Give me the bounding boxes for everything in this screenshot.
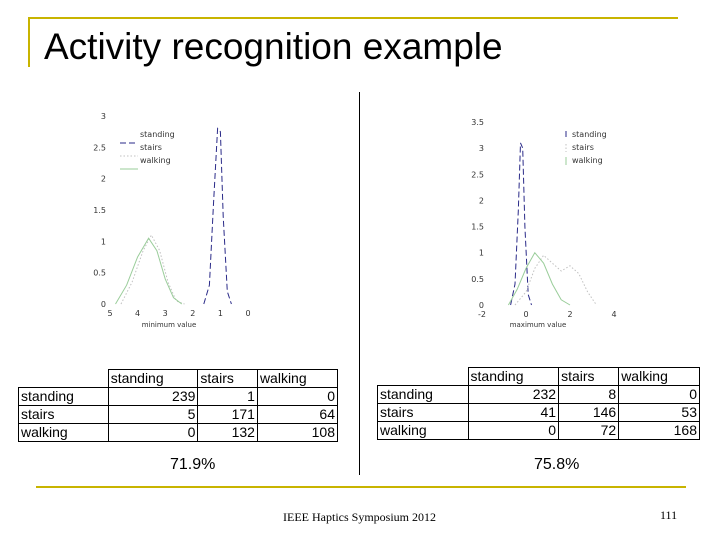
matrix-column-header: stairs [558, 367, 620, 386]
confusion-matrix-left: standing stairs walking standing 239 1 0… [18, 369, 339, 442]
matrix-cell: 146 [558, 403, 620, 422]
footer-text: IEEE Haptics Symposium 2012 [283, 510, 436, 524]
slide-frame-bottom [36, 486, 686, 488]
x-tick-label: 2 [567, 310, 572, 319]
y-tick-label: 2 [479, 196, 484, 205]
matrix-cell: 0 [618, 385, 700, 404]
series-line-walking [507, 251, 571, 306]
matrix-column-header: stairs [197, 369, 258, 388]
y-tick-label: 3 [479, 144, 484, 153]
y-tick-label: 2 [101, 175, 106, 184]
y-tick-label: 1.5 [93, 206, 106, 215]
matrix-corner [378, 368, 469, 386]
confusion-matrix-right: standing stairs walking standing 232 8 0… [377, 367, 700, 440]
matrix-column-header: walking [256, 369, 339, 388]
legend-label-walking: walking [572, 156, 603, 165]
x-tick-label: 5 [107, 309, 112, 318]
y-tick-label: 2.5 [93, 143, 106, 152]
matrix-cell: 5 [107, 405, 199, 424]
matrix-cell: 132 [197, 423, 258, 442]
matrix-cell: 8 [558, 385, 620, 404]
matrix-corner [19, 370, 109, 388]
matrix-row-header: stairs [18, 405, 109, 424]
x-tick-label: -2 [478, 310, 486, 319]
legend-label-stairs: stairs [140, 143, 162, 152]
matrix-cell: 1 [197, 387, 258, 406]
series-line-standing [203, 127, 232, 305]
series-line-standing [510, 142, 532, 306]
x-axis-label: maximum value [510, 321, 567, 329]
chart-minimum-value: 0 0.5 1 1.5 2 2.5 3 5 4 3 2 1 0 minimum value standing… [93, 112, 250, 329]
matrix-column-header: standing [107, 369, 199, 388]
y-tick-label: 0 [479, 301, 484, 310]
page-number: 111 [660, 508, 678, 522]
accuracy-right: 75.8% [534, 456, 580, 473]
series-line-stairs [120, 234, 185, 305]
slide-frame-top [28, 17, 678, 19]
y-tick-label: 1 [479, 249, 484, 258]
series-line-walking [115, 237, 183, 305]
x-tick-label: 4 [135, 309, 140, 318]
matrix-cell: 108 [256, 423, 339, 442]
matrix-row-header: walking [18, 423, 109, 442]
matrix-cell: 239 [107, 387, 199, 406]
matrix-row-header: standing [18, 387, 109, 406]
y-tick-label: 1 [101, 237, 106, 246]
matrix-cell: 41 [467, 403, 560, 422]
legend-label-walking: walking [140, 156, 171, 165]
matrix-row-header: stairs [377, 403, 469, 422]
matrix-cell: 0 [256, 387, 339, 406]
x-tick-label: 3 [163, 309, 168, 318]
x-tick-label: 4 [611, 310, 616, 319]
y-tick-label: 0.5 [93, 269, 106, 278]
matrix-cell: 53 [618, 403, 700, 422]
y-tick-label: 2.5 [471, 170, 484, 179]
matrix-cell: 232 [467, 385, 560, 404]
matrix-cell: 0 [107, 423, 199, 442]
x-tick-label: 1 [218, 309, 223, 318]
matrix-cell: 171 [197, 405, 258, 424]
matrix-cell: 0 [467, 421, 560, 440]
legend-label-standing: standing [140, 130, 175, 139]
center-divider [359, 92, 360, 475]
slide-frame-left [28, 17, 30, 67]
matrix-cell: 72 [558, 421, 620, 440]
matrix-column-header: standing [467, 367, 560, 386]
matrix-cell: 64 [256, 405, 339, 424]
matrix-row-header: standing [377, 385, 469, 404]
legend-label-standing: standing [572, 130, 607, 139]
y-tick-label: 0 [101, 300, 106, 309]
x-tick-label: 0 [523, 310, 528, 319]
y-tick-label: 3.5 [471, 118, 484, 127]
y-tick-label: 1.5 [471, 223, 484, 232]
accuracy-left: 71.9% [170, 456, 216, 473]
matrix-row-header: walking [377, 421, 469, 440]
x-tick-label: 2 [190, 309, 195, 318]
slide-title: Activity recognition example [44, 26, 503, 67]
x-axis-label: minimum value [142, 321, 197, 329]
matrix-cell: 168 [618, 421, 700, 440]
y-tick-label: 3 [101, 112, 106, 121]
y-tick-label: 0.5 [471, 275, 484, 284]
legend-label-stairs: stairs [572, 143, 594, 152]
matrix-column-header: walking [618, 367, 700, 386]
x-tick-label: 0 [245, 309, 250, 318]
